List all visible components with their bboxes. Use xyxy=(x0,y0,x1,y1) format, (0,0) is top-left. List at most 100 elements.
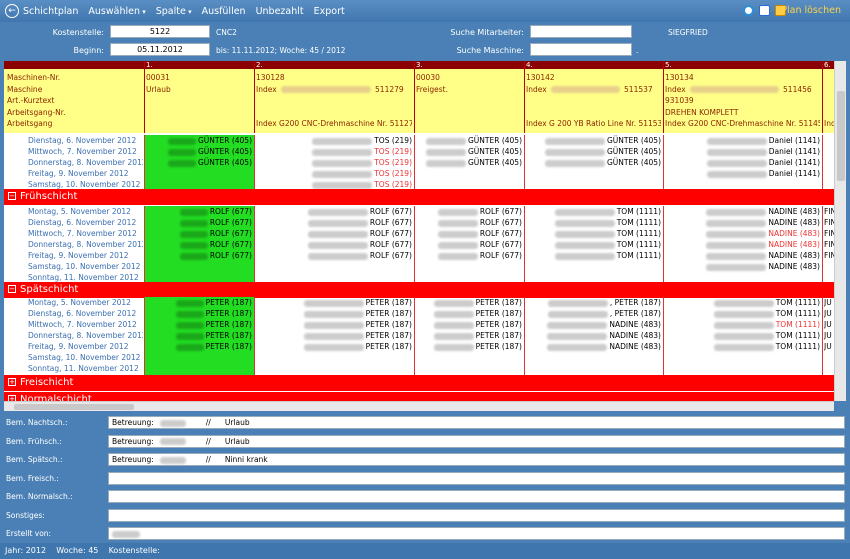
section-spaetschicht[interactable]: − Spätschicht xyxy=(4,282,834,298)
frueh-cell[interactable]: FIN xyxy=(824,250,834,262)
excel-icon[interactable] xyxy=(759,5,770,16)
nacht-cell[interactable]: Daniel (1141) xyxy=(665,135,820,147)
frueh-cell[interactable]: ROLF (677) xyxy=(146,217,252,229)
spaet-cell[interactable]: PETER (187) xyxy=(256,297,412,309)
frueh-cell[interactable]: ROLF (677) xyxy=(146,206,252,218)
frueh-cell[interactable]: ROLF (677) xyxy=(146,250,252,262)
frueh-cell[interactable]: NADINE (483) xyxy=(665,228,820,240)
frueh-cell[interactable]: ROLF (677) xyxy=(416,250,522,262)
nacht-cell[interactable]: Daniel (1141) xyxy=(665,168,820,180)
frueh-cell[interactable]: NADINE (483) xyxy=(665,261,820,273)
spaet-cell[interactable]: TOM (1111) xyxy=(665,308,820,320)
nacht-cell[interactable]: GÜNTER (405) xyxy=(146,146,252,158)
spaet-cell[interactable]: PETER (187) xyxy=(416,308,522,320)
frueh-cell[interactable]: ROLF (677) xyxy=(416,206,522,218)
frueh-cell[interactable]: ROLF (677) xyxy=(256,250,412,262)
frueh-cell[interactable]: ROLF (677) xyxy=(256,206,412,218)
nacht-cell[interactable]: TOS (219) xyxy=(256,168,412,180)
remark-input[interactable] xyxy=(108,490,845,503)
spaet-cell[interactable]: , PETER (187) xyxy=(526,297,661,309)
spaet-cell[interactable]: PETER (187) xyxy=(146,330,252,342)
export-icon[interactable] xyxy=(775,5,786,16)
spaet-cell[interactable]: PETER (187) xyxy=(416,341,522,353)
horizontal-scrollbar[interactable] xyxy=(4,401,834,411)
spaet-cell[interactable]: PETER (187) xyxy=(146,341,252,353)
spaet-cell[interactable]: JU xyxy=(824,341,834,353)
column-tag[interactable]: 3. xyxy=(416,61,423,69)
remark-input[interactable]: Betreuung: // Urlaub xyxy=(108,434,845,448)
spaet-cell[interactable]: PETER (187) xyxy=(416,330,522,342)
nacht-cell[interactable]: GÜNTER (405) xyxy=(526,135,661,147)
spaet-cell[interactable]: PETER (187) xyxy=(256,341,412,353)
menu-auswaehlen[interactable]: Auswählen xyxy=(88,6,145,17)
back-arrow-icon[interactable]: ← xyxy=(5,4,19,18)
expand-icon[interactable]: + xyxy=(8,378,16,386)
kostenstelle-input[interactable]: 5122 xyxy=(110,25,210,38)
frueh-cell[interactable]: NADINE (483) xyxy=(665,206,820,218)
nacht-cell[interactable]: GÜNTER (405) xyxy=(146,135,252,147)
vertical-scroll-thumb[interactable] xyxy=(837,91,845,181)
spaet-cell[interactable]: JU xyxy=(824,308,834,320)
frueh-cell[interactable]: NADINE (483) xyxy=(665,250,820,262)
nacht-cell[interactable]: Daniel (1141) xyxy=(665,157,820,169)
spaet-cell[interactable]: TOM (1111) xyxy=(665,319,820,331)
frueh-cell[interactable]: ROLF (677) xyxy=(256,217,412,229)
spaet-cell[interactable]: JU xyxy=(824,319,834,331)
section-fruehschicht[interactable]: − Frühschicht xyxy=(4,189,834,205)
info-icon[interactable] xyxy=(743,5,754,16)
spaet-cell[interactable]: PETER (187) xyxy=(256,319,412,331)
spaet-cell[interactable]: , PETER (187) xyxy=(526,308,661,320)
nacht-cell[interactable]: TOS (219) xyxy=(256,157,412,169)
remark-input[interactable]: Betreuung: // Urlaub xyxy=(108,416,845,429)
menu-schichtplan[interactable]: Schichtplan xyxy=(23,5,79,17)
spaet-cell[interactable]: PETER (187) xyxy=(146,308,252,320)
frueh-cell[interactable]: ROLF (677) xyxy=(146,239,252,251)
vertical-scrollbar[interactable] xyxy=(834,61,846,401)
beginn-input[interactable]: 05.11.2012 xyxy=(110,43,210,56)
spaet-cell[interactable]: PETER (187) xyxy=(416,297,522,309)
frueh-cell[interactable]: TOM (1111) xyxy=(526,217,661,229)
spaet-cell[interactable]: JU xyxy=(824,330,834,342)
frueh-cell[interactable]: ROLF (677) xyxy=(416,239,522,251)
nacht-cell[interactable]: TOS (219) xyxy=(256,135,412,147)
frueh-cell[interactable]: FIN xyxy=(824,217,834,229)
nacht-cell[interactable]: GÜNTER (405) xyxy=(526,146,661,158)
collapse-icon[interactable]: − xyxy=(8,192,16,200)
frueh-cell[interactable]: FIN xyxy=(824,228,834,240)
nacht-cell[interactable]: Daniel (1141) xyxy=(665,146,820,158)
nacht-cell[interactable]: GÜNTER (405) xyxy=(526,157,661,169)
frueh-cell[interactable]: ROLF (677) xyxy=(416,217,522,229)
spaet-cell[interactable]: NADINE (483) xyxy=(526,330,661,342)
expand-icon[interactable]: + xyxy=(8,395,16,401)
spaet-cell[interactable]: PETER (187) xyxy=(256,308,412,320)
frueh-cell[interactable]: NADINE (483) xyxy=(665,217,820,229)
suche-mitarbeiter-input[interactable] xyxy=(530,25,632,38)
nacht-cell[interactable]: GÜNTER (405) xyxy=(416,157,522,169)
horizontal-scroll-thumb[interactable] xyxy=(14,404,134,410)
column-tag[interactable]: 1. xyxy=(146,61,153,69)
spaet-cell[interactable]: NADINE (483) xyxy=(526,319,661,331)
menu-ausfuellen[interactable]: Ausfüllen xyxy=(201,5,246,17)
plan-loeschen-button[interactable]: Plan löschen xyxy=(781,5,841,16)
remark-input[interactable] xyxy=(108,508,845,522)
spaet-cell[interactable]: NADINE (483) xyxy=(526,341,661,353)
frueh-cell[interactable]: ROLF (677) xyxy=(416,228,522,240)
menu-spalte[interactable]: Spalte xyxy=(156,6,192,17)
frueh-cell[interactable]: ROLF (677) xyxy=(256,228,412,240)
frueh-cell[interactable]: TOM (1111) xyxy=(526,206,661,218)
spaet-cell[interactable]: JU xyxy=(824,297,834,309)
remark-input[interactable] xyxy=(108,527,845,540)
spaet-cell[interactable]: PETER (187) xyxy=(416,319,522,331)
suche-maschine-input[interactable] xyxy=(530,43,632,56)
spaet-cell[interactable]: PETER (187) xyxy=(256,330,412,342)
spaet-cell[interactable]: PETER (187) xyxy=(146,319,252,331)
spaet-cell[interactable]: TOM (1111) xyxy=(665,297,820,309)
frueh-cell[interactable]: TOM (1111) xyxy=(526,250,661,262)
column-tag[interactable]: 6. xyxy=(824,61,831,69)
frueh-cell[interactable]: ROLF (677) xyxy=(146,228,252,240)
menu-export[interactable]: Export xyxy=(313,5,345,17)
nacht-cell[interactable]: TOS (219) xyxy=(256,179,412,191)
section-freischicht[interactable]: + Freischicht xyxy=(4,375,834,391)
frueh-cell[interactable]: TOM (1111) xyxy=(526,228,661,240)
remark-input[interactable]: Betreuung: // Ninni krank xyxy=(108,453,845,466)
